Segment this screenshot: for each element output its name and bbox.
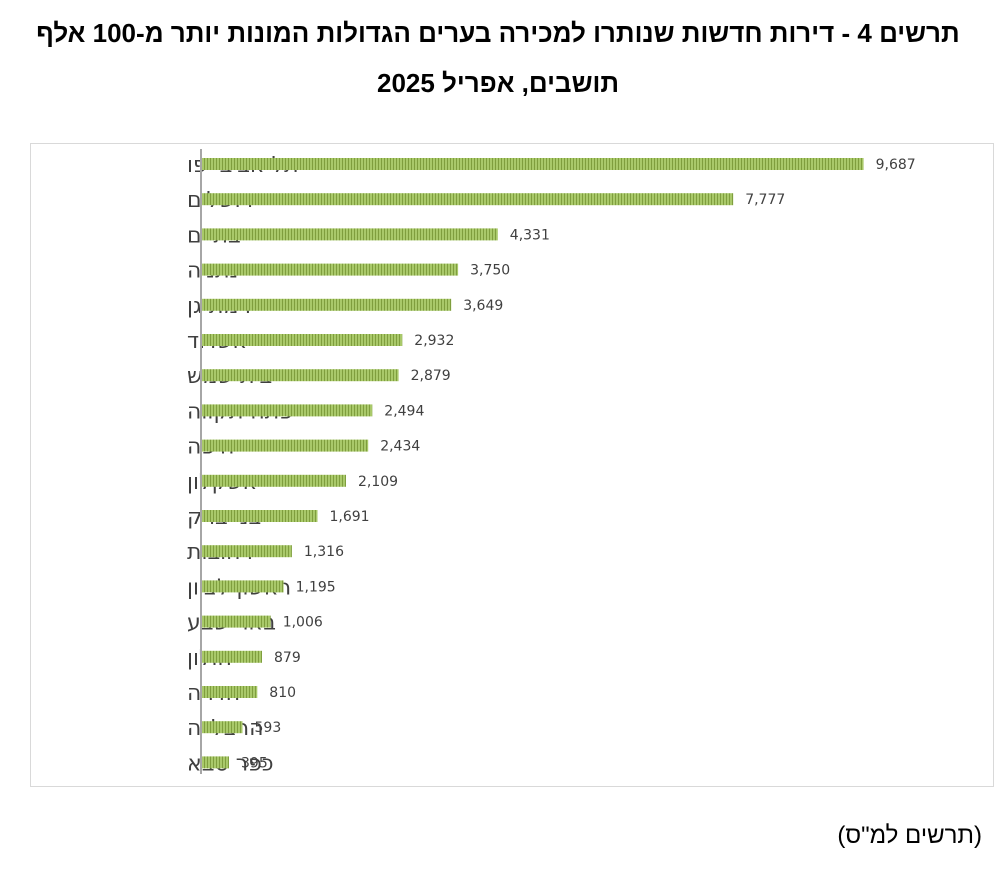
bar xyxy=(202,334,403,346)
bar xyxy=(202,510,318,522)
data-label: 1,316 xyxy=(304,544,344,560)
bar xyxy=(202,474,346,487)
data-label: 2,879 xyxy=(411,368,451,384)
bar xyxy=(202,298,452,311)
data-label: 395 xyxy=(241,755,268,771)
data-label: 1,691 xyxy=(330,509,370,525)
data-label: 3,750 xyxy=(470,263,510,279)
data-label: 1,006 xyxy=(283,615,323,631)
data-label: 879 xyxy=(274,650,301,666)
bar xyxy=(202,756,229,769)
bar xyxy=(202,721,243,734)
bar xyxy=(202,228,498,241)
data-label: 4,331 xyxy=(510,227,550,243)
bar xyxy=(202,158,864,170)
bar xyxy=(202,545,292,558)
chart-title-line-1: תרשים 4 - דירות חדשות שנותרו למכירה בערי… xyxy=(36,18,960,48)
data-label: 2,434 xyxy=(380,439,420,455)
bar-chart: תל אביב-יפו9,687ירושלים7,777בת ים4,331נת… xyxy=(187,149,916,776)
bar xyxy=(202,439,369,452)
bar xyxy=(202,404,373,417)
data-label: 2,932 xyxy=(414,333,454,349)
chart-title-line-2: תושבים, אפריל 2025 xyxy=(376,68,620,98)
bar xyxy=(202,193,734,206)
bar xyxy=(202,263,459,276)
data-label: 810 xyxy=(269,685,296,701)
data-label: 593 xyxy=(255,720,282,736)
data-label: 1,195 xyxy=(296,579,336,595)
source-caption: (תרשים למ"ס) xyxy=(837,822,982,849)
bar xyxy=(202,615,271,628)
data-label: 7,777 xyxy=(745,192,785,208)
data-label: 9,687 xyxy=(876,157,916,173)
chart-title: תרשים 4 - דירות חדשות שנותרו למכירה בערי… xyxy=(0,8,996,108)
bar xyxy=(202,650,262,663)
data-label: 2,109 xyxy=(358,474,398,490)
data-label: 3,649 xyxy=(463,298,503,314)
bar xyxy=(202,580,284,593)
data-label: 2,494 xyxy=(384,403,424,419)
bar xyxy=(202,369,399,382)
bar xyxy=(202,686,258,698)
chart-area: תל אביב-יפו9,687ירושלים7,777בת ים4,331נת… xyxy=(30,143,994,787)
